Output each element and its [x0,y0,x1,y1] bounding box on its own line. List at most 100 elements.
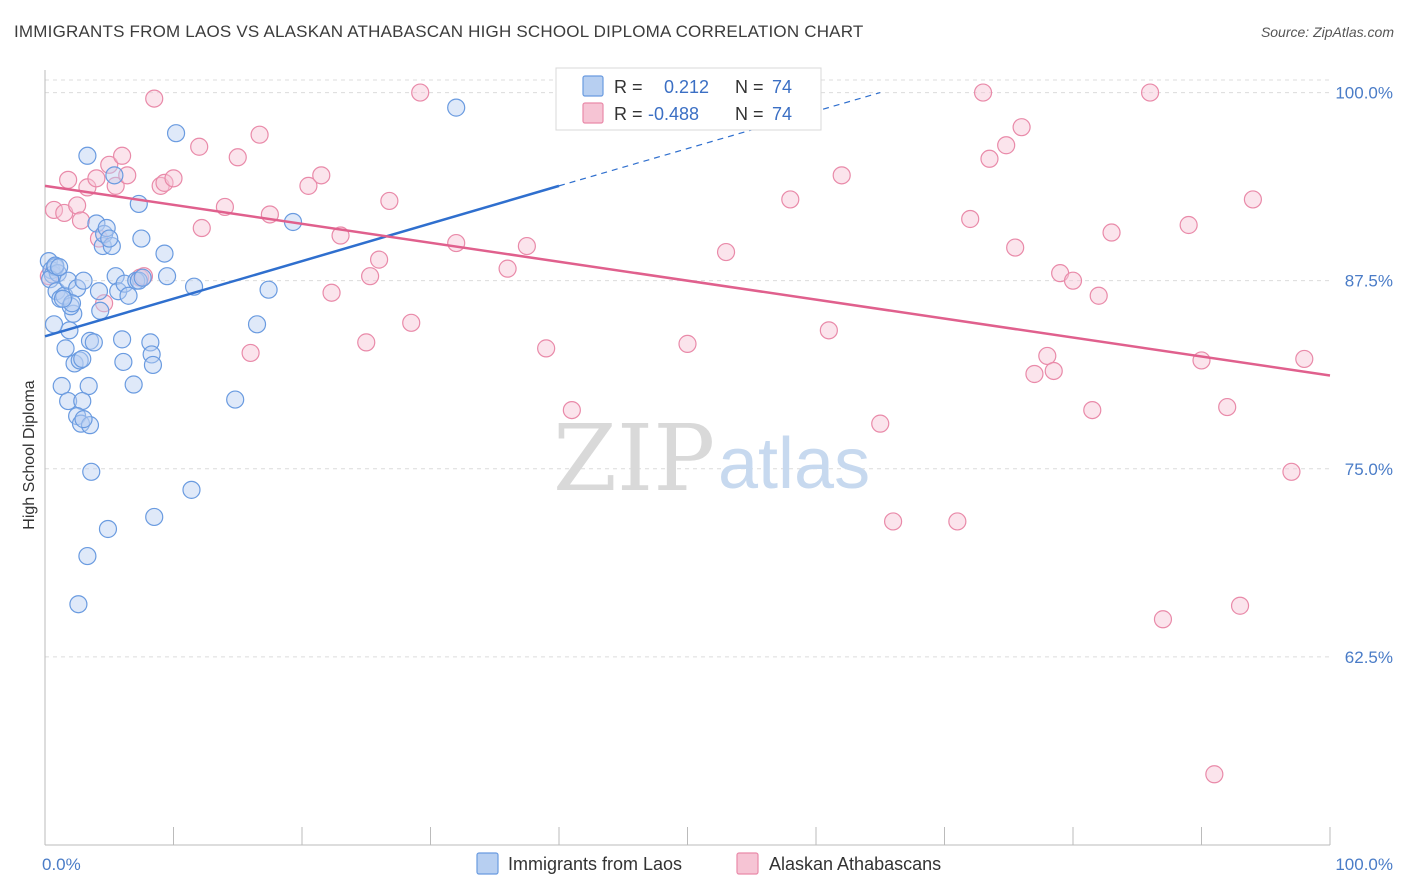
point-athabascan [997,136,1016,155]
point-laos [119,286,138,305]
point-laos [115,274,134,293]
legend-n-label-1: N = [735,77,764,97]
point-athabascan [241,343,260,363]
point-athabascan [1038,346,1057,366]
point-athabascan [250,125,269,144]
point-athabascan [883,512,903,531]
y-axis-label: High School Diploma [21,380,38,530]
point-athabascan [1153,610,1173,629]
y-tick-labels: 62.5% 75.0% 87.5% 100.0% [1335,84,1393,667]
point-athabascan [190,137,209,156]
point-athabascan [678,334,697,353]
point-athabascan [832,166,851,185]
point-athabascan [517,236,536,256]
point-athabascan [1140,83,1160,102]
point-athabascan [68,196,87,215]
legend-r-value-1: 0.212 [664,77,709,97]
point-athabascan [1179,215,1198,235]
point-laos [44,315,64,334]
legend-n-label-2: N = [735,104,764,124]
point-athabascan [322,283,341,302]
x-tick-label-max: 100.0% [1335,855,1393,874]
legend-n-value-2: 74 [772,104,792,124]
point-athabascan [716,242,736,262]
point-athabascan [1063,271,1083,290]
legend-swatch-athabascan [582,102,604,124]
point-athabascan [1102,223,1121,242]
point-athabascan [44,200,64,220]
legend-swatch-laos [582,75,604,97]
point-laos [74,271,93,290]
point-athabascan [100,155,119,174]
point-laos [166,124,186,143]
point-laos [259,280,278,299]
point-athabascan [562,400,581,420]
point-laos [133,268,152,287]
point-athabascan [498,259,517,278]
source-label: Source: ZipAtlas.com [1260,24,1394,40]
point-laos [53,289,73,308]
point-athabascan [118,166,137,185]
point-laos [91,301,110,320]
point-laos [78,146,97,165]
point-laos [89,282,109,301]
watermark-atlas: atlas [718,424,870,504]
y-tick-label: 87.5% [1345,272,1393,291]
point-athabascan [299,176,318,195]
point-laos [124,375,143,394]
point-athabascan [948,512,967,531]
series-alaskan-athabascans-points [39,83,1314,784]
point-athabascan [980,149,999,168]
point-laos [105,166,124,185]
bottom-legend-label-laos: Immigrants from Laos [508,854,682,874]
y-tick-label: 62.5% [1345,648,1393,667]
point-laos [52,376,71,396]
point-laos [62,294,82,313]
point-athabascan [781,190,800,209]
trend-line-athabascan [44,184,1331,377]
point-laos [114,352,133,372]
series-laos-points [39,98,466,614]
point-laos [157,267,177,286]
chart-title: IMMIGRANTS FROM LAOS VS ALASKAN ATHABASC… [14,22,864,41]
point-laos [50,258,69,277]
point-laos [79,376,98,396]
point-athabascan [871,414,890,433]
point-laos [59,391,78,411]
trend-lines [44,91,1331,377]
legend-n-value-1: 74 [772,77,792,97]
point-laos [73,349,92,369]
point-athabascan [1295,349,1314,369]
point-laos [98,519,118,539]
x-tick-label-min: 0.0% [42,855,81,874]
point-laos [112,330,132,349]
point-athabascan [1044,361,1063,381]
point-laos [56,339,75,358]
point-laos [78,546,97,566]
point-athabascan [370,250,389,269]
point-athabascan [819,321,838,340]
point-athabascan [312,166,331,185]
point-athabascan [1230,596,1250,615]
point-laos [100,229,119,248]
point-athabascan [1012,118,1031,137]
legend-r-label-2: R = [614,104,643,124]
bottom-legend-swatch-athabascan [736,852,759,875]
grid-lines [45,79,1330,658]
point-athabascan [87,169,106,188]
point-athabascan [1089,286,1108,305]
point-athabascan [973,83,993,102]
bottom-legend-swatch-laos [476,852,499,875]
point-athabascan [192,218,211,238]
point-laos [73,391,92,411]
point-laos [143,355,163,375]
point-athabascan [447,233,466,253]
point-athabascan [164,169,183,188]
point-laos [97,218,116,238]
point-athabascan [112,146,132,165]
axes [44,70,1331,846]
legend: R = 0.212 N = 74 R = -0.488 N = 74 [555,67,822,131]
point-athabascan [380,191,399,211]
point-laos [226,390,245,409]
